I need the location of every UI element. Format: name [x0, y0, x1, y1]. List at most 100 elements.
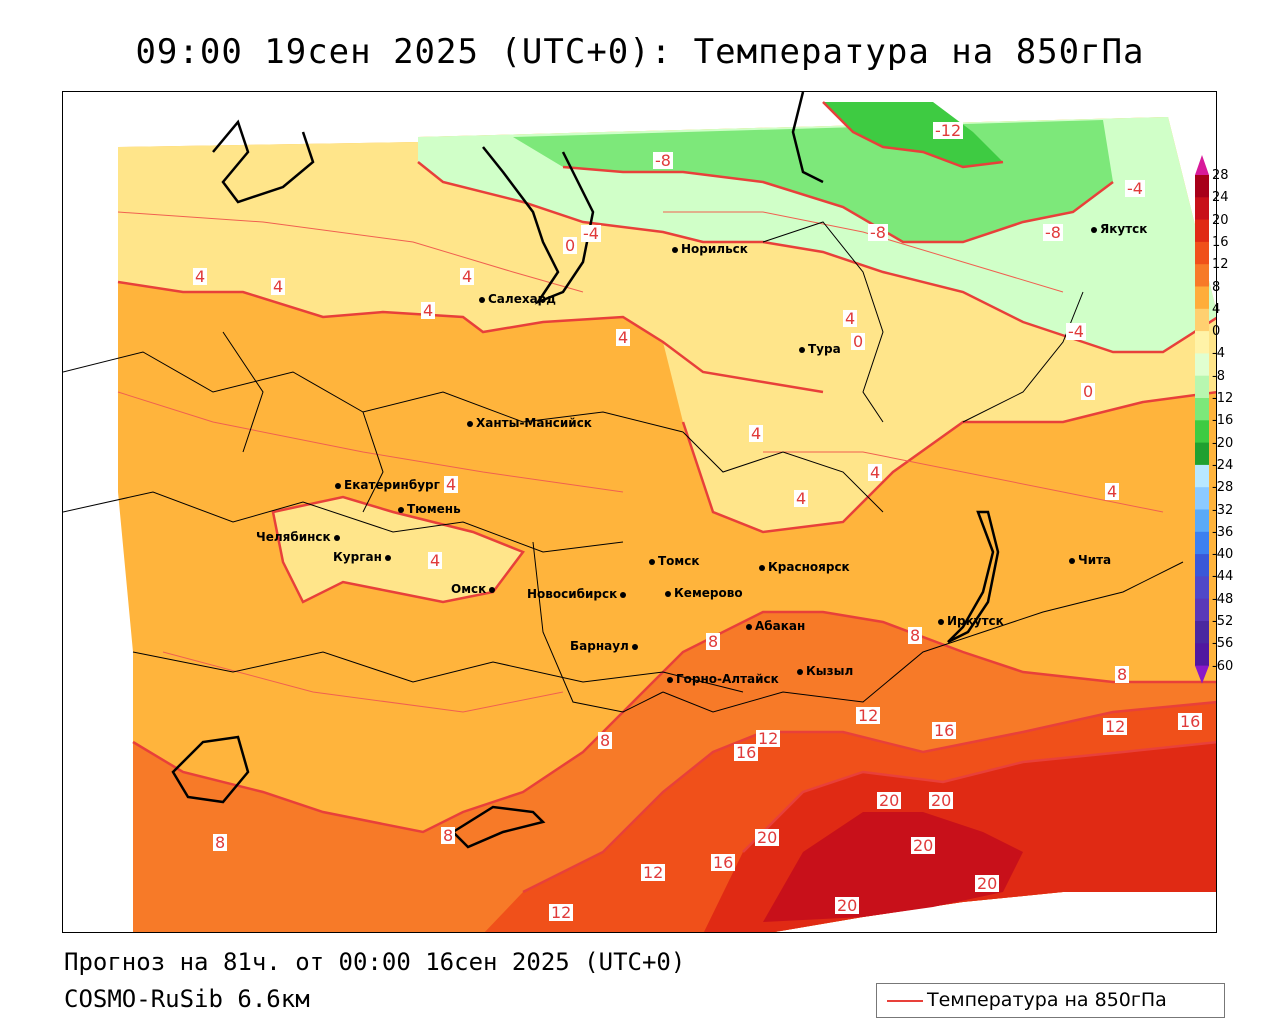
colorbar-swatch: [1195, 598, 1209, 622]
colorbar-tick-label: -8: [1212, 368, 1225, 384]
colorbar-tick-label: -56: [1212, 636, 1234, 652]
contour-label: 8: [441, 826, 456, 845]
contour-label: 0: [563, 236, 578, 255]
colorbar-tick-label: -4: [1212, 346, 1225, 362]
city-kurgan: Курган: [333, 550, 394, 564]
colorbar-tick-label: 12: [1212, 257, 1229, 273]
city-chita: Чита: [1069, 553, 1111, 567]
contour-label: -4: [581, 224, 601, 243]
colorbar-swatch: [1195, 398, 1209, 421]
city-salekhard: Салехард: [479, 292, 556, 306]
colorbar: 28 24 20 16 12 8 4 0 -4 -8 -12 -16 -20 -24 -28 -32 -36 -4…: [1195, 155, 1275, 690]
colorbar-swatch: [1195, 264, 1209, 287]
city-ekaterinburg: Екатеринбург: [335, 478, 440, 492]
contour-label: 12: [549, 903, 574, 922]
city-irkutsk: Иркутск: [938, 614, 1004, 628]
city-khanty-mansiysk: Ханты-Мансийск: [467, 416, 592, 430]
contour-label: -12: [933, 121, 964, 140]
colorbar-swatch: [1195, 531, 1209, 555]
colorbar-tick-label: 4: [1212, 301, 1221, 317]
colorbar-swatch: [1195, 554, 1209, 577]
contour-label: 4: [868, 463, 883, 482]
contour-label: 4: [749, 424, 764, 443]
contour-label: 4: [1105, 482, 1120, 501]
contour-label: 16: [1178, 712, 1203, 731]
colorbar-swatch: [1195, 420, 1209, 444]
contour-label: 12: [856, 706, 881, 725]
colorbar-tick-label: 28: [1212, 168, 1229, 183]
city-gorno-altaysk: Горно-Алтайск: [667, 672, 779, 686]
contour-label: 20: [929, 791, 954, 810]
city-chelyabinsk: Челябинск: [256, 530, 343, 544]
contour-label: 0: [1081, 382, 1096, 401]
colorbar-swatch: [1195, 375, 1209, 399]
contour-label: 8: [1115, 665, 1130, 684]
colorbar-swatch: [1195, 621, 1209, 644]
colorbar-tick-label: -16: [1212, 413, 1234, 429]
contour-label: -4: [1066, 322, 1086, 341]
colorbar-swatch: [1195, 464, 1209, 488]
city-novosibirsk: Новосибирск: [527, 587, 629, 601]
colorbar-swatch: [1195, 576, 1209, 600]
colorbar-tick-label: -12: [1212, 391, 1234, 406]
contour-label: 4: [193, 267, 208, 286]
colorbar-swatch: [1195, 308, 1209, 332]
contour-label: -8: [868, 223, 888, 242]
contour-label: 0: [851, 332, 866, 351]
colorbar-swatch: [1195, 643, 1209, 667]
colorbar-tick-label: -20: [1212, 435, 1234, 451]
contour-label: -8: [653, 151, 673, 170]
contour-label: 20: [877, 791, 902, 810]
contour-label: 8: [908, 626, 923, 645]
model-name: COSMO-RuSib 6.6км: [64, 985, 310, 1013]
contour-label: 20: [755, 828, 780, 847]
map-title: 09:00 19сен 2025 (UTC+0): Температура на…: [135, 32, 1145, 72]
colorbar-swatch: [1195, 175, 1209, 198]
city-kemerovo: Кемерово: [665, 586, 743, 600]
city-tomsk: Томск: [649, 554, 700, 568]
colorbar-swatch: [1195, 442, 1209, 466]
contour-label: 20: [975, 874, 1000, 893]
colorbar-tick-label: 24: [1212, 190, 1229, 206]
colorbar-tick-label: -24: [1212, 457, 1234, 473]
contour-label: 12: [641, 863, 666, 882]
city-kyzyl: Кызыл: [797, 664, 853, 678]
colorbar-tick-label: -44: [1212, 569, 1234, 585]
contour-label: 8: [598, 731, 613, 750]
map-panel: Норильск Якутск Салехард Тура Ханты-Манс…: [62, 91, 1217, 933]
contour-label: 4: [421, 301, 436, 320]
colorbar-tick-label: -48: [1212, 591, 1234, 607]
colorbar-tick-label: -60: [1212, 658, 1234, 674]
colorbar-swatch: [1195, 241, 1209, 265]
city-omsk: Омск: [451, 582, 498, 596]
contour-label: -8: [1043, 223, 1063, 242]
colorbar-swatch: [1195, 331, 1209, 354]
city-abakan: Абакан: [746, 619, 805, 633]
contour-label: 4: [428, 551, 443, 570]
colorbar-tick-label: 16: [1212, 234, 1229, 250]
contour-label: -4: [1125, 179, 1145, 198]
contour-label: 8: [706, 632, 721, 651]
contour-label: 4: [460, 267, 475, 286]
legend-label: Температура на 850гПа: [927, 989, 1167, 1011]
city-norilsk: Норильск: [672, 242, 748, 256]
city-yakutsk: Якутск: [1091, 222, 1147, 236]
contour-label: 4: [271, 277, 286, 296]
colorbar-swatch: [1195, 286, 1209, 310]
colorbar-swatch: [1195, 353, 1209, 377]
colorbar-tick-label: 0: [1212, 324, 1221, 340]
contour-label: 4: [794, 489, 809, 508]
colorbar-tick-label: -52: [1212, 614, 1234, 629]
contour-label: 8: [213, 833, 228, 852]
contour-label: 4: [444, 475, 459, 494]
colorbar-swatch: [1195, 197, 1209, 221]
colorbar-tick-label: 8: [1212, 279, 1221, 295]
city-krasnoyarsk: Красноярск: [759, 560, 850, 574]
contour-label: 16: [711, 853, 736, 872]
forecast-info: Прогноз на 81ч. от 00:00 16сен 2025 (UTC…: [64, 948, 686, 976]
colorbar-swatches: [1195, 155, 1209, 684]
colorbar-swatch: [1195, 509, 1209, 533]
colorbar-tick-label: -40: [1212, 547, 1234, 563]
contour-label: 12: [756, 729, 781, 748]
colorbar-tick-label: -32: [1212, 502, 1234, 518]
